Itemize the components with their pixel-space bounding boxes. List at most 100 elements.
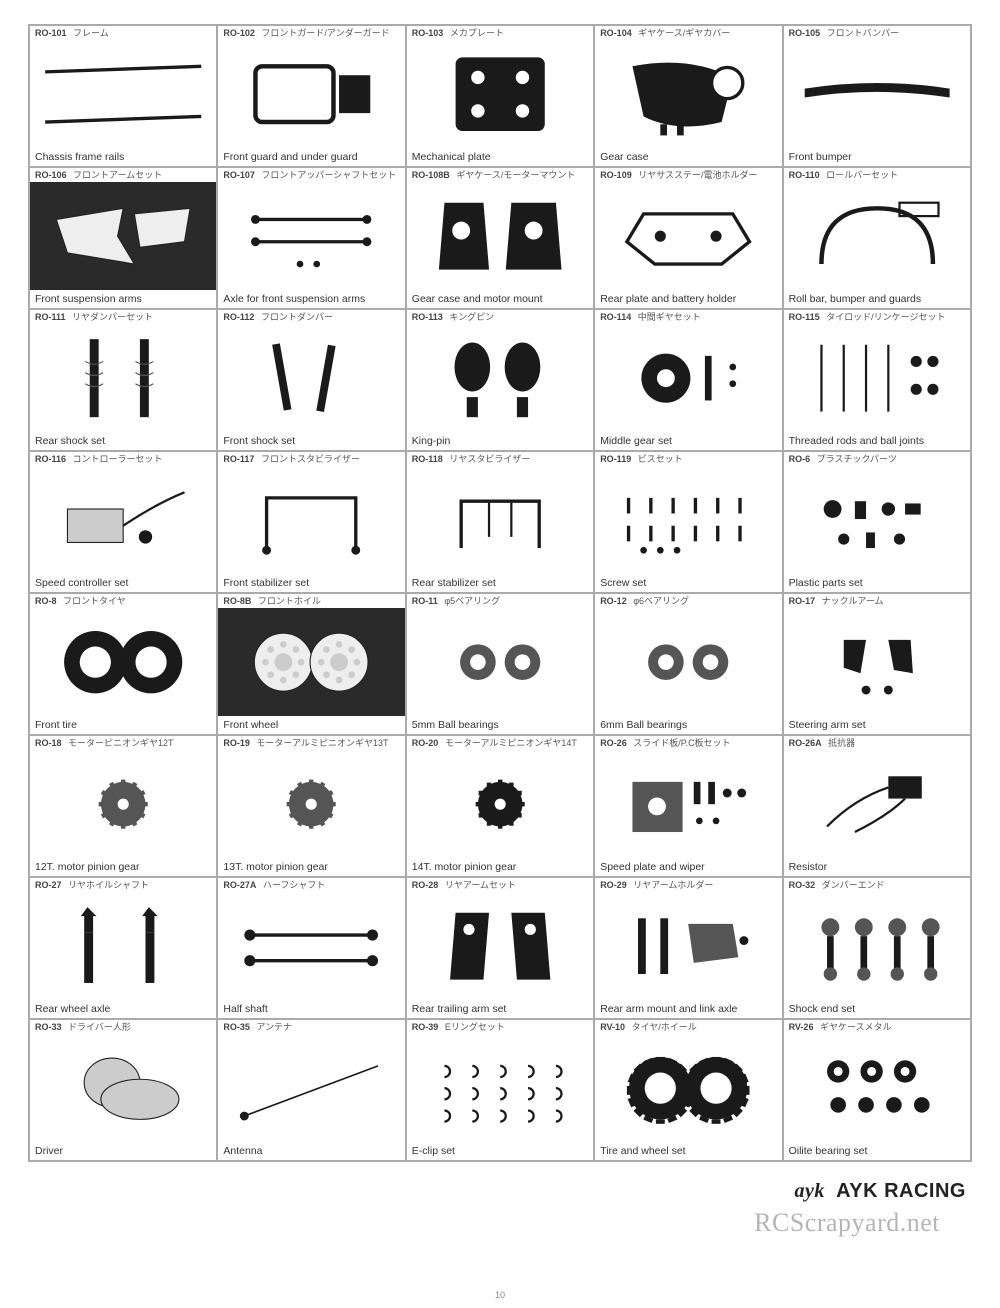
part-en: Chassis frame rails <box>30 148 216 166</box>
part-en: Front bumper <box>784 148 970 166</box>
bearings-icon <box>411 612 589 712</box>
part-code: RV-26 <box>789 1022 814 1032</box>
part-code: RO-116 <box>35 454 66 464</box>
part-code: RO-104 <box>600 28 632 38</box>
shocks2-icon <box>34 328 212 428</box>
guard-icon <box>222 44 400 144</box>
part-image <box>407 608 593 716</box>
part-cell: RO-18 モーターピニオンギヤ12T 12T. motor pinion ge… <box>29 735 217 877</box>
part-header: RO-116 コントローラーセット <box>30 452 216 466</box>
part-jp: モーターアルミピニオンギヤ14T <box>445 738 577 748</box>
part-cell: RO-28 リヤアームセット Rear trailing arm set <box>406 877 594 1019</box>
part-en: Gear case and motor mount <box>407 290 593 308</box>
part-cell: RO-113 キングピン King-pin <box>406 309 594 451</box>
part-en: 13T. motor pinion gear <box>218 858 404 876</box>
part-header: RO-11 φ5ベアリング <box>407 594 593 608</box>
pinion-icon <box>222 754 400 854</box>
part-en: Rear wheel axle <box>30 1000 216 1018</box>
part-jp: Eリングセット <box>445 1022 505 1032</box>
part-header: RO-39 Eリングセット <box>407 1020 593 1034</box>
part-cell: RO-17 ナックルアーム Steering arm set <box>783 593 971 735</box>
part-image <box>30 182 216 290</box>
part-header: RO-27 リヤホイルシャフト <box>30 878 216 892</box>
part-image <box>30 40 216 148</box>
part-jp: フロントガード/アンダーガード <box>261 28 389 38</box>
part-jp: ギヤケース/ギヤカバー <box>638 28 730 38</box>
mechplate-icon <box>411 44 589 144</box>
part-cell: RO-12 φ6ベアリング 6mm Ball bearings <box>594 593 782 735</box>
part-cell: RO-32 ダンパーエンド Shock end set <box>783 877 971 1019</box>
part-jp: スライド板/P.C板セット <box>633 738 730 748</box>
part-code: RO-19 <box>223 738 250 748</box>
part-header: RV-26 ギヤケースメタル <box>784 1020 970 1034</box>
part-header: RO-107 フロントアッパーシャフトセット <box>218 168 404 182</box>
page-number: 10 <box>495 1290 505 1300</box>
part-image <box>218 182 404 290</box>
part-image <box>784 750 970 858</box>
part-image <box>595 1034 781 1142</box>
resistor-icon <box>788 754 966 854</box>
part-en: Rear stabilizer set <box>407 574 593 592</box>
part-code: RO-12 <box>600 596 627 606</box>
page-footer: ayk AYK RACING <box>28 1180 972 1203</box>
part-header: RO-106 フロントアームセット <box>30 168 216 182</box>
part-cell: RO-8 フロントタイヤ Front tire <box>29 593 217 735</box>
part-cell: RO-118 リヤスタビライザー Rear stabilizer set <box>406 451 594 593</box>
part-cell: RO-116 コントローラーセット Speed controller set <box>29 451 217 593</box>
part-header: RO-29 リヤアームホルダー <box>595 878 781 892</box>
trailarm-icon <box>411 896 589 996</box>
part-en: Plastic parts set <box>784 574 970 592</box>
stab2-icon <box>411 470 589 570</box>
part-en: Mechanical plate <box>407 148 593 166</box>
part-code: RO-11 <box>412 596 438 606</box>
halfshaft-icon <box>222 896 400 996</box>
tirewheel-icon <box>599 1038 777 1138</box>
part-code: RO-102 <box>223 28 255 38</box>
part-cell: RO-102 フロントガード/アンダーガード Front guard and u… <box>217 25 405 167</box>
part-jp: リヤアームホルダー <box>633 880 713 890</box>
part-image <box>30 608 216 716</box>
part-image <box>218 40 404 148</box>
plastic-icon <box>788 470 966 570</box>
watermark: RCScrapyard.net <box>754 1208 940 1238</box>
steerarm-icon <box>788 612 966 712</box>
part-code: RO-115 <box>789 312 820 322</box>
part-image <box>784 40 970 148</box>
part-cell: RO-101 フレーム Chassis frame rails <box>29 25 217 167</box>
part-header: RO-27A ハーフシャフト <box>218 878 404 892</box>
part-en: 12T. motor pinion gear <box>30 858 216 876</box>
part-cell: RV-10 タイヤ/ホイール Tire and wheel set <box>594 1019 782 1161</box>
kingpin-icon <box>411 328 589 428</box>
controller-icon <box>34 470 212 570</box>
part-image <box>407 324 593 432</box>
part-header: RO-103 メカプレート <box>407 26 593 40</box>
part-en: E-clip set <box>407 1142 593 1160</box>
part-header: RO-114 中間ギヤセット <box>595 310 781 324</box>
part-code: RO-108B <box>412 170 450 180</box>
part-image <box>784 182 970 290</box>
part-code: RO-105 <box>789 28 821 38</box>
part-image <box>407 750 593 858</box>
part-image <box>407 892 593 1000</box>
part-jp: キングピン <box>449 312 494 322</box>
part-code: RO-32 <box>789 880 816 890</box>
part-en: Half shaft <box>218 1000 404 1018</box>
part-cell: RO-107 フロントアッパーシャフトセット Axle for front su… <box>217 167 405 309</box>
wheels-icon <box>222 612 400 712</box>
part-jp: ナックルアーム <box>822 596 884 606</box>
stab-icon <box>222 470 400 570</box>
part-en: Rear shock set <box>30 432 216 450</box>
part-image <box>407 1034 593 1142</box>
part-cell: RO-6 プラスチックパーツ Plastic parts set <box>783 451 971 593</box>
part-cell: RO-105 フロントバンパー Front bumper <box>783 25 971 167</box>
part-image <box>218 608 404 716</box>
part-header: RO-110 ロールバーセット <box>784 168 970 182</box>
part-en: Driver <box>30 1142 216 1160</box>
parts-grid: RO-101 フレーム Chassis frame rails RO-102 フ… <box>28 24 972 1162</box>
part-header: RO-101 フレーム <box>30 26 216 40</box>
part-cell: RO-119 ビスセット Screw set <box>594 451 782 593</box>
part-code: RO-26 <box>600 738 627 748</box>
part-jp: フレーム <box>73 28 109 38</box>
part-en: Tire and wheel set <box>595 1142 781 1160</box>
part-jp: フロントスタビライザー <box>261 454 360 464</box>
